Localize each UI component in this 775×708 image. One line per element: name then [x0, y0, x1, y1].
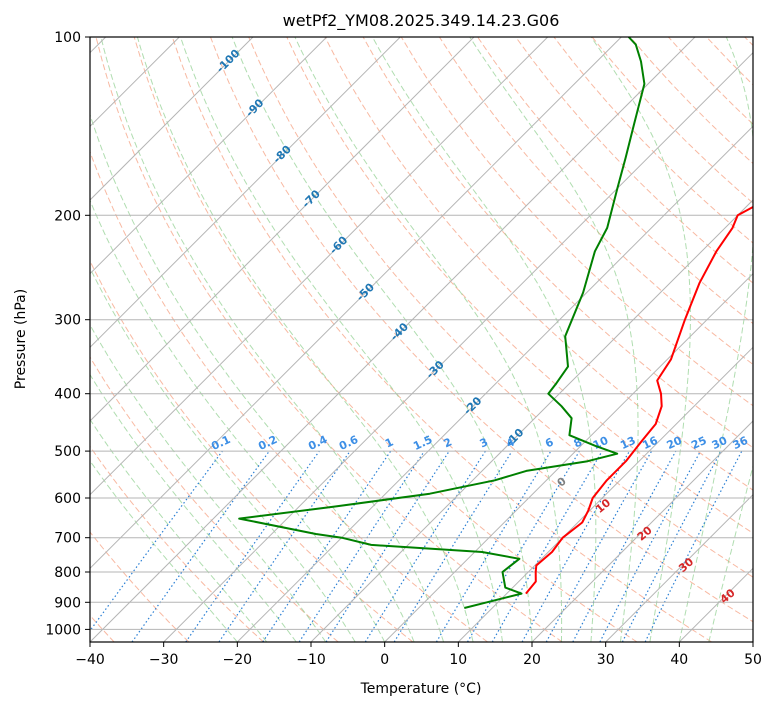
- x-tick-label: 50: [744, 652, 762, 668]
- moist-adiabat-line: [590, 37, 691, 642]
- x-tick-label: −40: [75, 652, 105, 668]
- x-tick-label: 10: [449, 652, 467, 668]
- isotherm-line: [90, 37, 328, 275]
- mixing-ratio-label: 36: [731, 434, 751, 452]
- moist-adiabat-line: [678, 37, 753, 642]
- mixing-ratio-line: [572, 450, 677, 642]
- y-tick-label: 600: [54, 491, 81, 507]
- mixing-ratio-label: 25: [689, 434, 708, 452]
- isotherm-line: [236, 125, 753, 642]
- mixing-ratio-line: [545, 450, 653, 642]
- mixing-ratio-line: [325, 450, 450, 642]
- x-tick-label: −30: [149, 652, 179, 668]
- dry-adiabat-line: [400, 37, 753, 407]
- dry-adiabat-line: [90, 445, 264, 642]
- x-tick-label: 0: [380, 652, 389, 668]
- x-tick-label: 30: [597, 652, 615, 668]
- x-tick-label: 20: [523, 652, 541, 668]
- sounding-line: [238, 37, 646, 609]
- x-axis-label: Temperature (°C): [360, 681, 482, 697]
- mixing-ratio-label: 20: [665, 434, 685, 452]
- mixing-ratio-line: [90, 450, 223, 632]
- moist-adiabat-line: [180, 37, 503, 642]
- moist-adiabat-line: [90, 266, 356, 642]
- y-tick-label: 700: [54, 531, 81, 547]
- isotherm-line: [90, 37, 622, 570]
- sounding-series: [238, 37, 753, 609]
- moist-adiabat-line: [90, 323, 327, 642]
- y-tick-label: 400: [54, 387, 81, 403]
- mixing-ratio-line: [131, 450, 270, 642]
- mixing-ratio-label: 16: [640, 434, 660, 452]
- moist-adiabat-line: [469, 37, 639, 642]
- mixing-ratio-line: [644, 450, 743, 642]
- mixing-ratio-line: [185, 450, 320, 642]
- mixing-ratio-label: 10: [591, 434, 611, 452]
- mixing-ratio-line: [218, 450, 351, 642]
- mixing-ratio-line: [298, 450, 425, 642]
- y-tick-label: 800: [54, 565, 81, 581]
- x-axis-ticks: −40 −30 −20 −10 0 10 20 30 40 50: [75, 642, 762, 668]
- moist-adiabat-line: [136, 37, 474, 642]
- moist-adiabat-line: [90, 418, 268, 642]
- y-tick-label: 500: [54, 444, 81, 460]
- isotherm-line: [90, 37, 549, 496]
- isotherm-line: [90, 37, 254, 201]
- moist-adiabats: [90, 37, 753, 642]
- isotherm-line: [163, 51, 753, 642]
- moist-adiabat-line: [90, 113, 415, 642]
- mixing-ratio-label: 13: [618, 434, 637, 452]
- isotherm-line: [384, 272, 753, 642]
- isotherm-line: [90, 37, 401, 349]
- dry-adiabat-line: [95, 37, 563, 642]
- moist-adiabat-line: [90, 460, 238, 642]
- dry-adiabat-line: [90, 150, 488, 642]
- mixing-ratio-label: 30: [710, 434, 730, 452]
- moist-adiabat-line: [294, 37, 563, 642]
- y-tick-label: 900: [54, 595, 81, 611]
- x-tick-label: −20: [223, 652, 253, 668]
- isotherm-line: [531, 420, 753, 642]
- y-tick-label: 200: [54, 208, 81, 224]
- dry-adiabat-line: [90, 531, 190, 642]
- dry-adiabat-line: [171, 37, 712, 642]
- dry-adiabat-line: [210, 37, 753, 623]
- isotherm-line: [90, 37, 696, 642]
- isotherm-line: [90, 37, 475, 422]
- moist-adiabat-line: [90, 373, 297, 642]
- mixing-ratio-line: [521, 450, 631, 642]
- moist-adiabat-line: [231, 37, 533, 642]
- chart-title: wetPf2_YM08.2025.349.14.23.G06: [283, 11, 560, 31]
- dry-adiabat-line: [90, 356, 339, 642]
- y-tick-label: 1000: [45, 622, 81, 638]
- y-axis-ticks: 100 200 300 400 500 600 700 800 900 1000: [45, 30, 90, 638]
- plot-area: -100-90-80-70-60-50-40-30-20-10 0.1 0.2 0.…: [90, 37, 753, 642]
- isotherm-line: [310, 199, 753, 642]
- dry-adiabat-line: [133, 37, 638, 642]
- isotherm-line: [605, 493, 753, 642]
- moist-adiabat-line: [90, 199, 386, 642]
- x-tick-label: −10: [296, 652, 326, 668]
- dry-adiabat-line: [438, 37, 753, 366]
- moist-adiabat-line: [100, 37, 445, 642]
- sounding-line: [525, 205, 753, 595]
- isobar-gridlines: [90, 37, 753, 630]
- moist-adiabat-line: [371, 37, 597, 642]
- mixing-ratio-line: [262, 450, 392, 642]
- y-axis-label: Pressure (hPa): [13, 289, 29, 389]
- y-tick-label: 100: [54, 30, 81, 46]
- mixing-ratio-lines: [90, 450, 743, 642]
- x-tick-label: 40: [670, 652, 688, 668]
- dry-adiabat-line: [515, 37, 753, 284]
- dry-adiabat-line: [248, 37, 753, 578]
- dry-adiabats: [90, 37, 753, 642]
- mixing-ratio-line: [393, 450, 513, 642]
- plot-frame: [89, 36, 754, 643]
- y-tick-label: 300: [54, 313, 81, 329]
